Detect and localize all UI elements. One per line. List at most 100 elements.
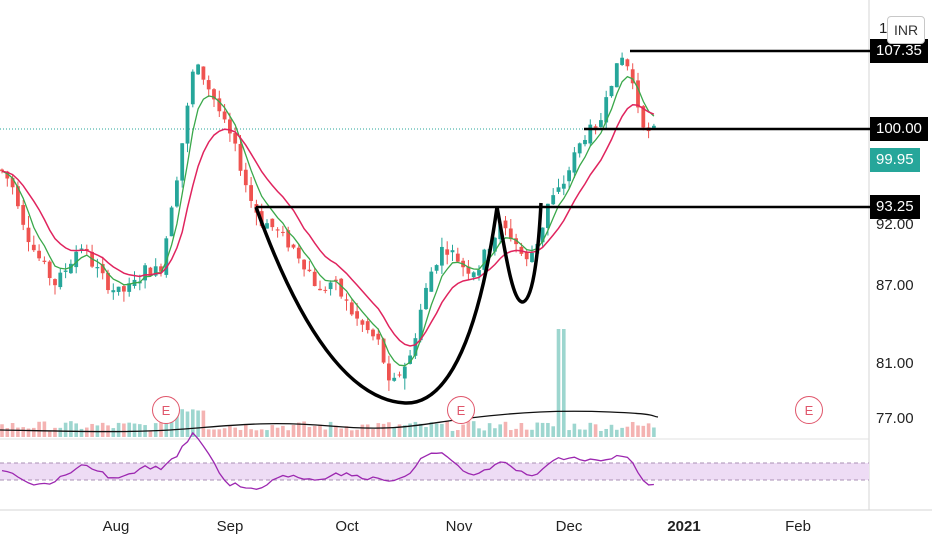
candle-body <box>26 227 31 243</box>
currency-button[interactable]: INR <box>887 16 925 44</box>
x-tick-label: Oct <box>335 518 359 535</box>
volume-bar <box>572 423 577 437</box>
volume-bar <box>307 426 312 437</box>
volume-bar <box>16 427 20 437</box>
volume-bar <box>212 429 216 437</box>
volume-bar <box>498 424 502 437</box>
candle-body <box>508 228 513 240</box>
candle-body <box>392 377 397 381</box>
volume-bar <box>588 422 593 437</box>
earnings-icon[interactable]: E <box>447 396 475 424</box>
volume-bar <box>132 423 137 437</box>
candle-body <box>344 299 349 301</box>
candle-body <box>482 249 487 270</box>
candle-body <box>69 263 73 274</box>
volume-bar <box>32 427 36 437</box>
volume-bar <box>323 429 328 437</box>
candle-body <box>567 170 571 182</box>
price-tag-100-00: 100.00 <box>870 117 928 141</box>
candle-body <box>450 250 455 253</box>
candle-body <box>100 263 105 274</box>
volume-bar <box>397 424 402 437</box>
candle-body <box>424 287 428 310</box>
candle-body <box>185 105 190 144</box>
price-tag-93-25: 93.25 <box>870 195 920 219</box>
candle-body <box>286 230 291 248</box>
candle-body <box>408 355 412 364</box>
candle-body <box>143 265 147 281</box>
volume-bar <box>148 430 153 437</box>
volume-bar <box>477 428 481 437</box>
volume-bar <box>450 430 455 437</box>
candle-body <box>561 183 566 189</box>
volume-bar <box>291 424 296 437</box>
volume-bar <box>196 410 200 437</box>
earnings-icon[interactable]: E <box>795 396 823 424</box>
volume-bar <box>185 411 190 437</box>
candle-body <box>620 57 624 65</box>
candle-body <box>201 66 206 80</box>
candle-body <box>604 97 609 123</box>
volume-ma-line <box>0 410 659 433</box>
rsi-line <box>1 431 654 490</box>
volume-bar <box>609 424 614 437</box>
volume-bar <box>191 409 195 437</box>
volume-bar <box>233 427 237 437</box>
volume-bar <box>593 424 598 437</box>
y-tick-label-top-partial: 1 <box>879 20 888 37</box>
candle-body <box>296 247 301 259</box>
candle-body <box>609 85 614 97</box>
candle-body <box>63 270 68 272</box>
volume-bar <box>434 423 439 437</box>
volume-bar <box>445 421 449 437</box>
candle-body <box>530 252 534 263</box>
earnings-icon[interactable]: E <box>152 396 180 424</box>
volume-bar <box>297 422 301 437</box>
volume-bar <box>509 430 513 437</box>
candle-body <box>328 282 333 290</box>
candle-body <box>16 186 20 207</box>
candle-body <box>190 71 195 105</box>
candle-body <box>493 237 497 252</box>
candle-body <box>334 279 338 281</box>
volume-bar <box>21 427 25 437</box>
y-tick-label: 92.00 <box>876 216 914 233</box>
candle-body <box>614 63 619 88</box>
candle-body <box>365 321 370 331</box>
candle-body <box>625 59 630 67</box>
volume-bar <box>530 429 534 437</box>
volume-bar <box>636 425 640 437</box>
volume-bar <box>625 426 630 437</box>
candle-body <box>148 267 153 276</box>
volume-bar <box>403 425 407 437</box>
candle-body <box>243 169 248 186</box>
candle-body <box>641 106 646 128</box>
cup-drawing <box>254 206 499 405</box>
candle-body <box>21 205 26 225</box>
volume-bar <box>206 429 211 437</box>
volume-bar <box>26 428 31 437</box>
candle-body <box>164 238 169 275</box>
candle-body <box>546 203 550 228</box>
y-tick-label: 77.00 <box>876 410 914 427</box>
volume-bar <box>577 429 582 437</box>
volume-bar <box>424 427 428 437</box>
candle-body <box>397 374 402 376</box>
volume-bar <box>42 421 47 437</box>
x-tick-label: Feb <box>785 518 811 535</box>
volume-bar <box>567 430 571 437</box>
volume-bar <box>604 428 608 437</box>
x-tick-label: Nov <box>445 518 473 535</box>
candle-body <box>79 248 84 250</box>
candle-body <box>53 279 57 286</box>
volume-bar <box>546 422 550 437</box>
volume-bar <box>175 408 179 437</box>
volume-bar <box>514 428 518 437</box>
volume-bar <box>620 427 624 437</box>
volume-bar <box>556 329 561 437</box>
volume-bar <box>265 430 269 437</box>
candle-body <box>31 244 36 251</box>
x-tick-label: Aug <box>102 518 130 535</box>
